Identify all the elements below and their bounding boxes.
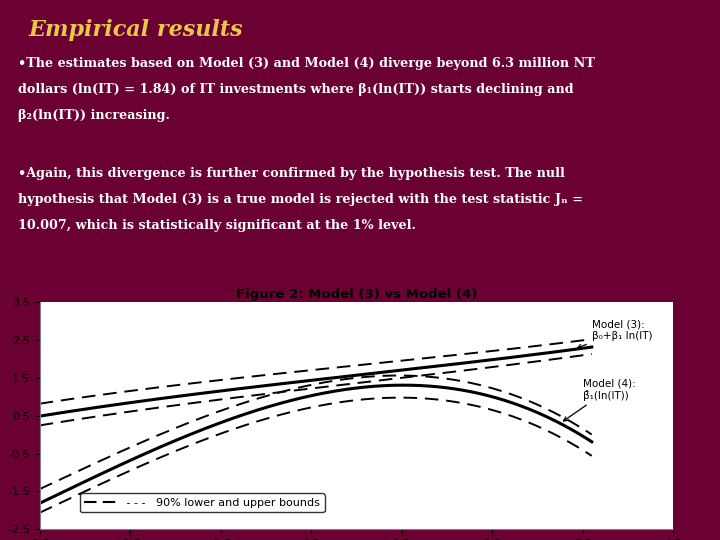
Text: Model (3):
β₀+β₁ ln(IT): Model (3): β₀+β₁ ln(IT) <box>577 320 652 348</box>
Text: •Again, this divergence is further confirmed by the hypothesis test. The null: •Again, this divergence is further confi… <box>18 167 565 180</box>
Text: dollars (ln(IT) = 1.84) of IT investments where β₁(ln(IT)) starts declining and: dollars (ln(IT) = 1.84) of IT investment… <box>18 83 574 96</box>
Text: hypothesis that Model (3) is a true model is rejected with the test statistic Jₙ: hypothesis that Model (3) is a true mode… <box>18 193 583 206</box>
Legend:  - - -   90% lower and upper bounds: - - - 90% lower and upper bounds <box>80 494 325 512</box>
Text: Model (4):
β̂₁(ln(IT)): Model (4): β̂₁(ln(IT)) <box>564 378 636 421</box>
Text: 10.007, which is statistically significant at the 1% level.: 10.007, which is statistically significa… <box>18 219 416 232</box>
Title: Figure 2: Model (3) vs Model (4): Figure 2: Model (3) vs Model (4) <box>235 288 477 301</box>
Text: •The estimates based on Model (3) and Model (4) diverge beyond 6.3 million NT: •The estimates based on Model (3) and Mo… <box>18 57 595 70</box>
Text: β₂(ln(IT)) increasing.: β₂(ln(IT)) increasing. <box>18 109 170 122</box>
Text: Empirical results: Empirical results <box>29 19 243 41</box>
